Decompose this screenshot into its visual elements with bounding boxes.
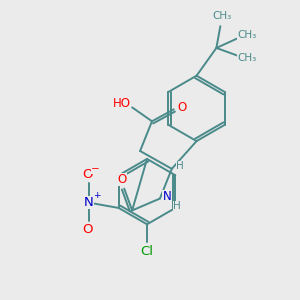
Text: CH₃: CH₃ bbox=[238, 30, 257, 40]
Text: −: − bbox=[91, 164, 99, 174]
Text: Cl: Cl bbox=[140, 244, 154, 258]
Text: O: O bbox=[177, 101, 186, 114]
Text: +: + bbox=[93, 190, 101, 200]
Text: CH₃: CH₃ bbox=[213, 11, 232, 21]
Text: O: O bbox=[118, 173, 127, 186]
Text: CH₃: CH₃ bbox=[238, 53, 257, 63]
Text: H: H bbox=[173, 202, 181, 212]
Text: O: O bbox=[82, 223, 92, 236]
Text: H: H bbox=[176, 161, 184, 171]
Text: HO: HO bbox=[113, 97, 131, 110]
Text: O: O bbox=[82, 168, 92, 181]
Text: N: N bbox=[163, 190, 171, 203]
Text: N: N bbox=[84, 196, 94, 208]
